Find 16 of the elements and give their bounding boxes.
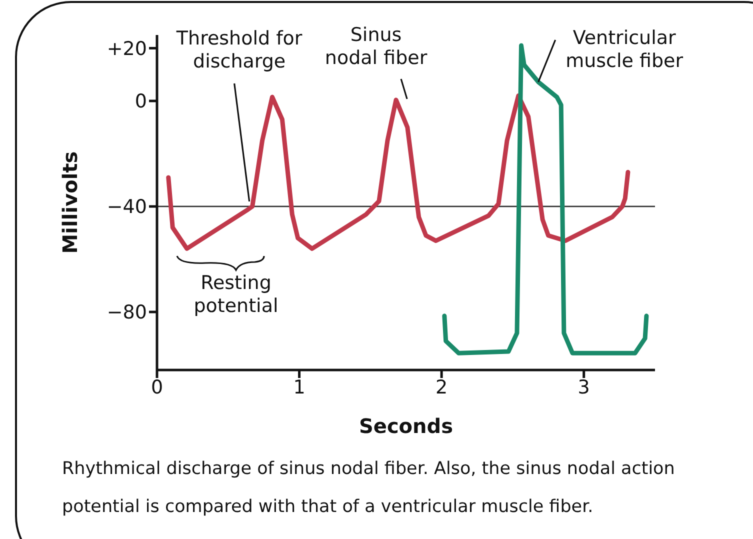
annotation: Sinus nodal fiber [324,24,428,69]
y-tick-label: 0 [134,90,147,113]
y-tick-label: −40 [106,196,147,218]
x-tick-label: 0 [150,376,164,398]
annotation: Ventricular muscle fiber [566,26,684,72]
annotation: Threshold for discharge [175,27,302,72]
x-tick-label: 2 [436,376,448,398]
annotation: Resting potential [194,272,278,317]
x-axis-title: Seconds [358,414,454,438]
x-tick-label: 3 [578,376,590,398]
x-tick-label: 1 [293,376,306,398]
y-tick-label: −80 [106,302,147,324]
y-axis-title: Millivolts [58,151,82,254]
text: Rhythmical discharge of sinus nodal fiber. Also, the sinus nodal action potential is compared with that of a ventricular muscle fiber. [62,458,676,519]
y-tick-label: +20 [106,38,147,60]
line-series [166,93,630,251]
